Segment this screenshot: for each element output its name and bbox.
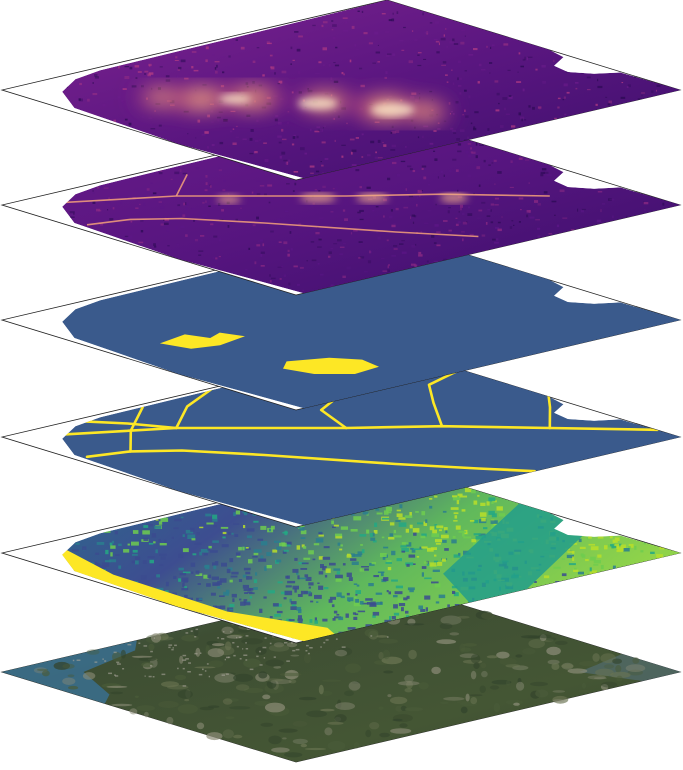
road-line [70, 419, 178, 430]
road-heat-line [175, 174, 188, 197]
road-mask-background [62, 347, 681, 526]
road-heat-line [62, 193, 550, 204]
layer-road-network [0, 346, 682, 528]
satellite-image [2, 582, 680, 762]
road-line [175, 386, 216, 430]
coastal-class [62, 544, 335, 642]
road-heat-line [86, 217, 479, 238]
layer-patches-mask [0, 229, 682, 411]
road-line [129, 406, 144, 453]
road-line [62, 424, 659, 437]
road-heat-map [62, 115, 681, 294]
road-line [427, 368, 462, 428]
patch-b [283, 357, 379, 374]
patch-a [159, 332, 245, 349]
patch-mask-background [62, 230, 681, 409]
heat-map [62, 0, 681, 179]
layer-heat-bright [0, 0, 682, 181]
layer-heat-roads [0, 114, 682, 296]
road-line [547, 395, 552, 430]
